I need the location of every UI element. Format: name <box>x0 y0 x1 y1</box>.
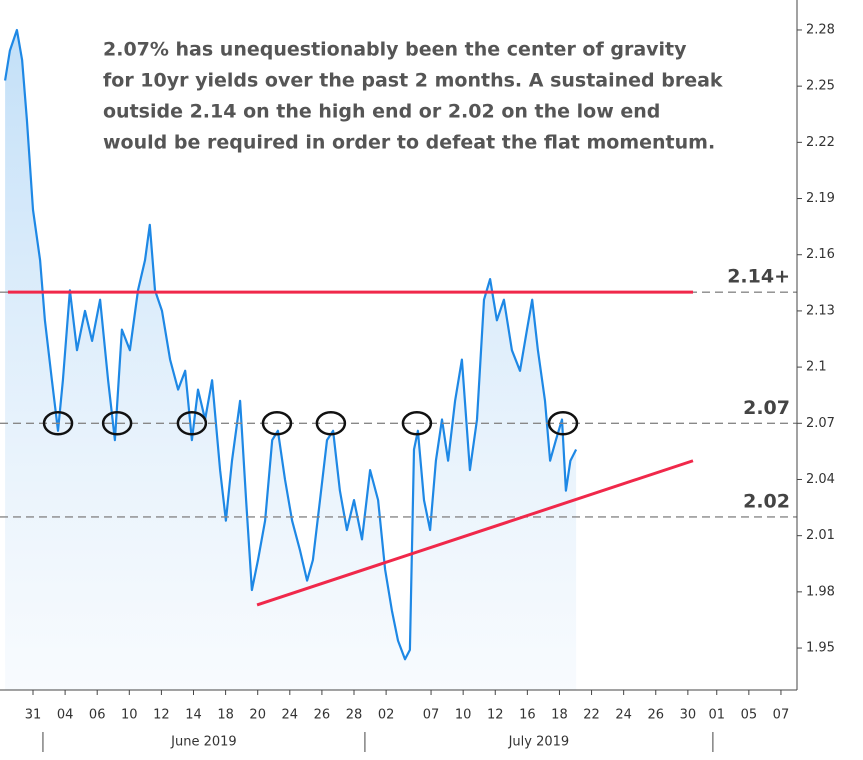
x-tick-label: 12 <box>153 708 170 723</box>
x-tick-label: 04 <box>57 708 74 723</box>
y-tick-label: 2.16 <box>806 247 835 262</box>
x-tick-label: 14 <box>185 708 202 723</box>
x-tick-label: 31 <box>25 708 42 723</box>
y-tick-label: 2.25 <box>806 79 835 94</box>
y-tick-label: 2.01 <box>806 528 835 543</box>
x-tick-label: 16 <box>519 708 536 723</box>
x-tick-label: 24 <box>282 708 299 723</box>
circle-marker <box>42 411 74 436</box>
annotation: would be required in order to defeat the… <box>103 132 715 154</box>
x-tick-label: 18 <box>551 708 568 723</box>
x-tick-label: 30 <box>680 708 697 723</box>
level-label: 2.14+ <box>727 266 790 288</box>
x-tick-label: 02 <box>378 708 395 723</box>
level-label: 2.02 <box>743 490 790 512</box>
x-tick-label: 05 <box>741 708 758 723</box>
x-tick-label: 07 <box>773 708 790 723</box>
x-tick-label: 01 <box>708 708 725 723</box>
annotation: for 10yr yields over the past 2 months. … <box>103 70 723 92</box>
x-tick-label: 22 <box>583 708 600 723</box>
y-tick-label: 2.22 <box>806 135 835 150</box>
x-tick-label: 20 <box>249 708 266 723</box>
x-tick-label: 26 <box>314 708 331 723</box>
annotation: outside 2.14 on the high end or 2.02 on … <box>103 101 660 123</box>
x-tick-label: 26 <box>647 708 664 723</box>
circle-marker <box>401 411 433 436</box>
y-tick-label: 1.98 <box>806 584 835 599</box>
x-tick-label: 10 <box>121 708 138 723</box>
y-tick-label: 2.19 <box>806 191 835 206</box>
y-tick-label: 2.1 <box>806 360 827 375</box>
month-label: June 2019 <box>170 735 237 750</box>
x-tick-label: 10 <box>455 708 472 723</box>
y-tick-label: 2.13 <box>806 303 835 318</box>
y-tick-label: 2.04 <box>806 472 835 487</box>
circle-marker <box>261 411 293 436</box>
line <box>4 28 578 661</box>
x-tick-label: 24 <box>615 708 632 723</box>
circle-marker <box>315 411 347 436</box>
y-tick-label: 2.07 <box>806 416 835 431</box>
annotation: 2.07% has unequestionably been the cente… <box>103 39 687 61</box>
red-line <box>256 459 694 607</box>
area <box>5 30 577 690</box>
circle-marker <box>547 411 579 436</box>
x-tick-label: 07 <box>423 708 440 723</box>
x-tick-label: 18 <box>217 708 234 723</box>
x-tick-label: 28 <box>346 708 363 723</box>
y-tick-label: 2.28 <box>806 22 835 37</box>
circle-marker <box>176 411 208 436</box>
level-label: 2.07 <box>743 397 790 419</box>
circle-marker <box>101 411 133 436</box>
month-label: July 2019 <box>508 735 570 750</box>
x-tick-label: 06 <box>89 708 106 723</box>
y-tick-label: 1.95 <box>806 641 835 656</box>
x-tick-label: 12 <box>487 708 504 723</box>
